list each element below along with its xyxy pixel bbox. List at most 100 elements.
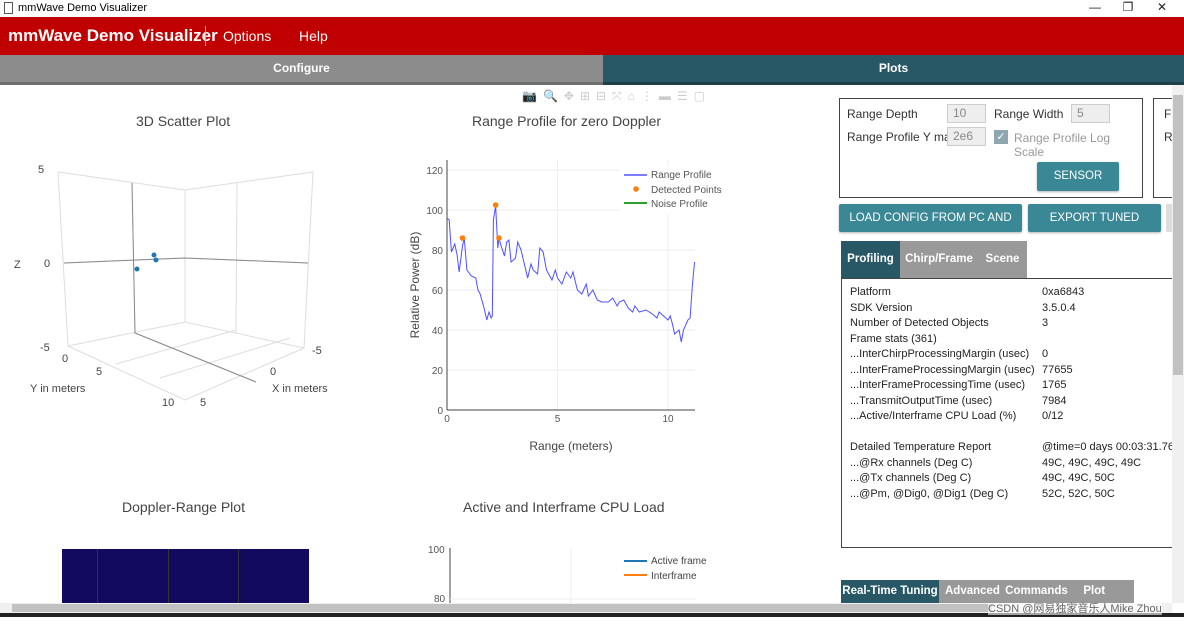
y-tick-label: 100 xyxy=(426,206,443,217)
x-tick-label: 10 xyxy=(662,414,674,425)
stats-row: ...TransmitOutputTime (usec) 7984 xyxy=(850,395,1175,410)
y-tick-label: 80 xyxy=(432,246,444,257)
stats-value: 49C, 49C, 49C, 49C xyxy=(1042,456,1142,469)
y-tick: 100 xyxy=(428,545,445,556)
stats-key: ...TransmitOutputTime (usec) xyxy=(850,394,993,407)
y-axis-label: Y in meters xyxy=(30,383,86,395)
stats-key: ...InterChirpProcessingMargin (usec) xyxy=(850,348,1030,360)
x-tick: -5 xyxy=(312,345,322,357)
tab-plots[interactable]: Plots xyxy=(603,55,1184,85)
stats-value: 0xa6843 xyxy=(1042,286,1085,298)
log-scale-checkbox[interactable]: ✓ xyxy=(994,130,1008,144)
tab-profiling[interactable]: Profiling xyxy=(841,241,900,278)
stats-row: ...InterFrameProcessingMargin (usec) 7765… xyxy=(850,364,1175,379)
vertical-scrollbar[interactable] xyxy=(1172,85,1184,603)
x-tick: 5 xyxy=(200,397,206,409)
stats-value: 52C, 52C, 50C xyxy=(1042,487,1115,500)
y-tick-label: 60 xyxy=(432,286,444,297)
stats-row xyxy=(850,426,1175,441)
z-axis-label: Z xyxy=(14,259,21,271)
y-tick-label: 0 xyxy=(437,406,443,417)
plot-toolbar[interactable]: 📷🔍✥⊞⊟⤧⌂⋮▬☰▢ xyxy=(522,89,711,103)
app-header: mmWave Demo Visualizer Options Help xyxy=(0,17,1184,55)
stats-row: ...InterFrameProcessingTime (usec) 1765 xyxy=(850,379,1175,394)
cpu-chart[interactable]: 100 80 Active frame Interframe xyxy=(420,540,720,603)
export-profile-button[interactable]: EXPORT TUNED PROFILE xyxy=(1028,204,1161,252)
stats-row: SDK Version 3.5.0.4 xyxy=(850,302,1175,317)
watermark: CSDN @网易独家音乐人Mike Zhou xyxy=(988,603,1162,615)
main-tabs: Configure Plots xyxy=(0,55,1184,85)
load-config-button[interactable]: LOAD CONFIG FROM PC AND SEND xyxy=(839,204,1022,252)
stats-value: 1765 xyxy=(1042,379,1067,391)
scatter-title: 3D Scatter Plot xyxy=(136,113,231,129)
legend-detected-swatch xyxy=(633,186,639,192)
x-tick-label: 5 xyxy=(555,414,561,425)
range-width-input[interactable]: 5 xyxy=(1071,104,1110,123)
y-tick-label: 120 xyxy=(426,166,443,177)
stats-key: ...@Pm, @Dig0, @Dig1 (Deg C) xyxy=(850,487,1009,500)
right-panel: Range Depth 10 Range Width 5 Range Profi… xyxy=(838,85,1183,619)
stats-row: ...InterChirpProcessingMargin (usec) 0 xyxy=(850,348,1175,363)
ymax-input[interactable]: 2e6 xyxy=(947,127,986,146)
sensor-stop-button[interactable]: SENSOR STOP xyxy=(1037,162,1119,211)
stats-key: ...InterFrameProcessingMargin (usec) xyxy=(850,363,1035,376)
stats-row: ...@Tx channels (Deg C) 49C, 49C, 50C xyxy=(850,472,1175,487)
y-tick-label: 40 xyxy=(432,326,444,337)
stats-key: Number of Detected Objects xyxy=(850,317,989,329)
close-button[interactable]: ✕ xyxy=(1156,0,1168,14)
stats-key: Platform xyxy=(850,286,891,298)
doppler-title: Doppler-Range Plot xyxy=(122,499,245,515)
y-tick: 0 xyxy=(62,353,68,365)
stats-value: 7984 xyxy=(1042,394,1067,407)
cpu-title: Active and Interframe CPU Load xyxy=(463,499,665,515)
stats-key: SDK Version xyxy=(850,301,913,314)
legend-active: Active frame xyxy=(651,556,707,567)
stats-key: ...Active/Interframe CPU Load (%) xyxy=(850,410,1017,422)
x-axis-title: Range (meters) xyxy=(529,439,612,453)
log-scale-label: Range Profile Log Scale xyxy=(1014,131,1111,159)
doppler-heatmap[interactable] xyxy=(62,549,309,603)
legend-detected-points: Detected Points xyxy=(651,185,722,196)
minimize-button[interactable]: — xyxy=(1089,0,1101,14)
range-depth-label: Range Depth xyxy=(847,107,918,121)
plot-settings-box: Range Depth 10 Range Width 5 Range Profi… xyxy=(839,98,1143,211)
z-tick: 5 xyxy=(38,164,44,176)
menu-help[interactable]: Help xyxy=(299,28,328,44)
x-tick: 0 xyxy=(270,366,276,378)
y-tick-label: 20 xyxy=(432,366,444,377)
taskbar-edge xyxy=(0,613,1184,617)
y-tick: 80 xyxy=(434,594,446,603)
horizontal-scrollbar[interactable] xyxy=(0,603,1172,613)
stats-value: 0 xyxy=(1042,348,1049,360)
detected-point xyxy=(492,202,499,208)
range-depth-input[interactable]: 10 xyxy=(947,104,986,123)
range-profile-chart[interactable]: 0 20 40 60 80 100 120 0 5 10 Range (meters) Relativ… xyxy=(400,150,740,460)
maximize-button[interactable]: ❐ xyxy=(1122,0,1134,14)
detected-point xyxy=(459,235,466,241)
tab-configure[interactable]: Configure xyxy=(0,55,603,85)
stats-value: 77655 xyxy=(1042,363,1073,376)
stats-value: 0/12 xyxy=(1042,410,1064,422)
range-profile-title: Range Profile for zero Doppler xyxy=(472,113,662,129)
divider xyxy=(205,26,206,46)
scatter3d-plot[interactable]: 5 0 -5 Z 0 5 10 Y in meters -5 0 5 X in … xyxy=(0,150,360,412)
stats-panel: Platform 0xa6843 SDK Version 3.5.0.4 Number … xyxy=(841,278,1180,548)
window-titlebar: mmWave Demo Visualizer — ❐ ✕ xyxy=(0,0,1184,17)
app-brand: mmWave Demo Visualizer xyxy=(8,26,218,45)
window-title: mmWave Demo Visualizer xyxy=(18,2,147,14)
stats-value: @time=0 days 00:03:31.761 xyxy=(1042,441,1181,453)
stats-row: Frame stats (361) xyxy=(850,333,1175,348)
tab-advanced-commands[interactable]: Advanced Commands xyxy=(945,585,1068,597)
stats-value: 49C, 49C, 50C xyxy=(1042,472,1115,484)
scroll-thumb[interactable] xyxy=(1173,95,1183,375)
tab-chirp-frame[interactable]: Chirp/Frame xyxy=(900,241,978,278)
range-width-label: Range Width xyxy=(994,107,1064,121)
stats-row: ...@Pm, @Dig0, @Dig1 (Deg C) 52C, 52C, 50… xyxy=(850,488,1175,503)
stats-key: ...@Tx channels (Deg C) xyxy=(850,472,972,484)
scatter-point xyxy=(153,257,159,263)
scroll-thumb[interactable] xyxy=(12,604,992,612)
range-profile-line xyxy=(446,205,696,343)
truncated-button[interactable] xyxy=(1166,204,1172,232)
menu-options[interactable]: Options xyxy=(223,28,272,44)
tab-scene[interactable]: Scene xyxy=(978,241,1027,278)
